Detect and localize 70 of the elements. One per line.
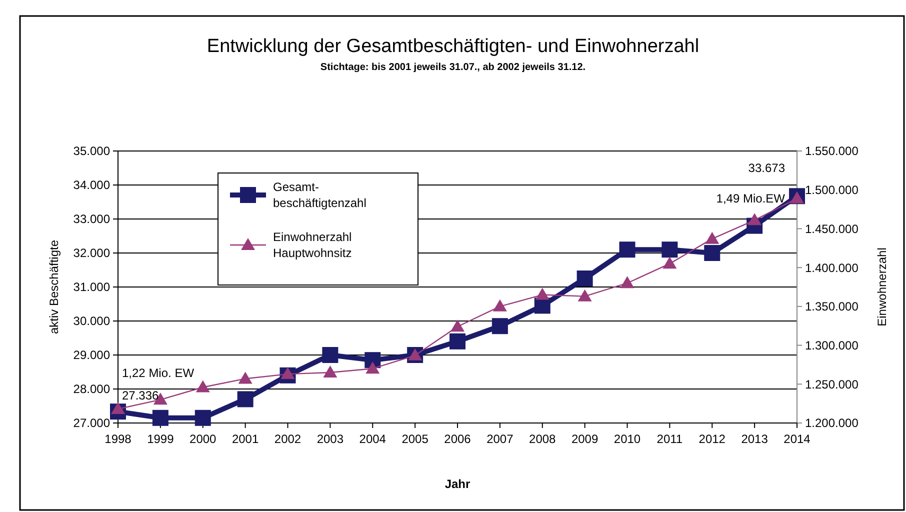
y-tick-label: 30.000 (73, 314, 110, 328)
x-tick-label: 2011 (656, 432, 683, 446)
point (748, 213, 762, 226)
y-tick-label: 29.000 (73, 348, 110, 362)
x-tick-label: 2014 (784, 432, 811, 446)
point (111, 402, 125, 414)
point (323, 365, 338, 378)
x-tick-label: 2010 (614, 432, 641, 446)
x-tick-label: 2008 (529, 432, 556, 446)
point (492, 299, 507, 312)
point (704, 245, 720, 261)
x-tick-label: 2004 (359, 432, 386, 446)
x-tick-label: 2000 (190, 432, 217, 446)
y-tick-label: 32.000 (73, 246, 110, 260)
y-tick-label: 34.000 (73, 178, 110, 192)
x-tick-label: 2005 (402, 432, 429, 446)
y2-tick-label: 1.300.000 (805, 338, 859, 352)
annotation: 1,22 Mio. EW (122, 366, 195, 380)
point (619, 242, 636, 258)
y2-axis-title: Einwohnerzahl (875, 248, 889, 326)
y-tick-label: 28.000 (73, 382, 110, 396)
point (450, 333, 466, 350)
y2-tick-label: 1.200.000 (805, 416, 859, 430)
point (662, 256, 677, 269)
x-tick-label: 2007 (486, 432, 514, 446)
chart-subtitle: Stichtage: bis 2001 jeweils 31.07., ab 2002 jeweils 31.12. (320, 62, 586, 73)
x-tick-label: 2003 (316, 432, 344, 446)
y-tick-label: 33.000 (73, 212, 110, 226)
point (196, 380, 210, 392)
point (238, 372, 252, 384)
point (535, 288, 550, 300)
point (705, 232, 720, 244)
annotation: 27.336 (122, 388, 160, 403)
point (576, 270, 593, 286)
x-tick-label: 2002 (274, 432, 302, 446)
point (620, 276, 634, 288)
x-tick-label: 2001 (232, 432, 259, 446)
point (492, 318, 508, 334)
point (194, 410, 211, 426)
point (450, 320, 464, 332)
point (578, 289, 592, 302)
chart-title: Entwicklung der Gesamtbeschäftigten- und Einwohnerzahl (206, 36, 700, 57)
y2-tick-label: 1.250.000 (805, 377, 859, 392)
annotation: 1,49 Mio.EW (716, 191, 786, 206)
y2-tick-label: 1.350.000 (805, 300, 859, 314)
legend-label: Gesamt-beschäftigtenzahl (273, 180, 366, 210)
x-axis-title: Jahr (444, 477, 470, 491)
point (366, 362, 380, 374)
y-tick-label: 27.000 (73, 416, 110, 430)
y2-tick-label: 1.550.000 (805, 144, 859, 158)
y2-tick-label: 1.400.000 (805, 260, 859, 275)
y-tick-label: 31.000 (73, 280, 110, 294)
x-tick-label: 2006 (444, 432, 472, 446)
x-tick-label: 1998 (104, 432, 132, 446)
point (280, 367, 295, 380)
x-tick-label: 1999 (147, 432, 174, 446)
x-tick-label: 2013 (741, 432, 768, 446)
point (790, 191, 804, 204)
y2-tick-label: 1.500.000 (805, 183, 859, 198)
y-tick-label: 35.000 (73, 144, 110, 158)
point (237, 391, 254, 408)
y2-tick-label: 1.450.000 (805, 222, 859, 236)
point (152, 410, 168, 426)
x-tick-label: 2009 (571, 432, 598, 446)
y-axis-title: aktiv Beschäftigte (47, 240, 61, 334)
legend-label: Einwohnerzahl Hauptwohnsitz (273, 230, 352, 260)
x-tick-label: 2012 (698, 432, 726, 446)
point (322, 347, 338, 363)
annotation: 33.673 (748, 161, 786, 176)
point (662, 242, 678, 258)
